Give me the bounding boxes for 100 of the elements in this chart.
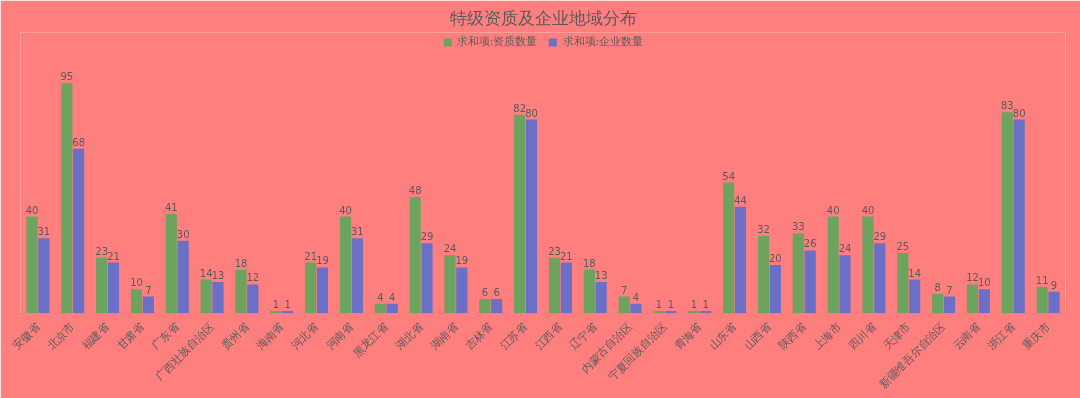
x-tick-label: 浙江省 <box>985 319 1018 353</box>
bar <box>874 243 886 314</box>
bar <box>618 296 630 314</box>
bar <box>909 279 921 314</box>
bar <box>177 240 189 314</box>
data-label: 44 <box>734 194 747 206</box>
bar <box>386 303 398 314</box>
x-tick-label: 山东省 <box>706 319 740 353</box>
data-label: 30 <box>176 228 190 240</box>
data-label: 13 <box>211 269 225 281</box>
bar <box>560 262 572 314</box>
data-label: 83 <box>1000 100 1014 112</box>
bar <box>1048 291 1060 314</box>
data-label: 18 <box>582 257 596 269</box>
data-label: 10 <box>977 277 991 289</box>
x-tick-label: 重庆市 <box>1020 319 1053 353</box>
bar <box>479 298 491 314</box>
data-label: 19 <box>316 255 329 267</box>
bar <box>1001 112 1013 314</box>
data-label: 20 <box>768 253 782 265</box>
data-label: 32 <box>757 223 770 235</box>
bar <box>839 255 851 314</box>
data-label: 14 <box>199 267 213 279</box>
data-label: 26 <box>803 238 817 250</box>
bar <box>595 281 607 314</box>
data-label: 48 <box>408 185 422 197</box>
data-label: 33 <box>791 221 805 233</box>
bar <box>96 257 108 314</box>
bar <box>583 269 595 314</box>
data-label: 54 <box>722 170 736 182</box>
data-label: 1 <box>272 299 280 311</box>
bar <box>966 284 979 314</box>
data-label: 40 <box>826 204 840 216</box>
data-label: 1 <box>690 299 698 311</box>
data-label: 9 <box>1050 279 1058 291</box>
chart-title: 特级资质及企业地域分布 <box>449 7 637 28</box>
bar <box>932 294 944 314</box>
data-label: 18 <box>234 257 248 269</box>
bar <box>444 255 456 314</box>
x-tick-label: 北京市 <box>44 319 78 353</box>
data-label: 8 <box>934 282 941 294</box>
bar <box>73 148 85 314</box>
bar <box>548 257 561 314</box>
data-label: 10 <box>130 277 143 289</box>
bar <box>409 197 421 314</box>
bar <box>525 119 538 314</box>
x-tick-label: 四川省 <box>845 319 879 353</box>
legend-label: 求和项:企业数量 <box>562 34 644 49</box>
data-label: 40 <box>339 204 352 216</box>
bar <box>456 267 468 314</box>
bar <box>200 279 212 314</box>
legend-label: 求和项:资质数量 <box>456 34 538 49</box>
data-label: 21 <box>107 250 120 262</box>
x-tick-label: 安徽省 <box>9 319 43 353</box>
bar <box>339 216 352 314</box>
data-label: 1 <box>655 299 663 311</box>
bar <box>1036 286 1048 314</box>
x-tick-label: 陕西省 <box>776 319 809 353</box>
bar <box>26 216 38 314</box>
x-tick-label: 上海市 <box>811 319 844 353</box>
data-label: 1 <box>702 299 709 311</box>
data-label: 21 <box>304 250 318 262</box>
data-label: 80 <box>1012 107 1026 119</box>
bar <box>61 83 73 314</box>
bar <box>247 284 259 314</box>
bar <box>723 182 735 314</box>
bar <box>142 296 154 314</box>
bar <box>316 267 329 314</box>
data-label: 6 <box>481 286 489 298</box>
bar <box>374 303 386 314</box>
data-label: 13 <box>594 269 608 281</box>
bar <box>804 250 816 314</box>
data-label: 14 <box>908 267 922 279</box>
bar <box>165 214 177 314</box>
data-label: 12 <box>246 272 260 284</box>
data-label: 41 <box>164 202 178 214</box>
bar <box>107 262 120 314</box>
bar <box>305 262 317 314</box>
bar <box>827 216 839 314</box>
data-label: 7 <box>620 284 628 296</box>
x-tick-label: 海南省 <box>253 319 287 353</box>
data-label: 23 <box>95 245 109 257</box>
x-tick-label: 云南省 <box>950 319 984 353</box>
data-label: 40 <box>25 204 39 216</box>
data-label: 7 <box>946 284 953 296</box>
data-label: 82 <box>513 102 527 114</box>
data-label: 29 <box>873 231 887 243</box>
data-label: 31 <box>37 226 51 238</box>
data-label: 24 <box>443 243 457 255</box>
x-tick-label: 山西省 <box>741 319 775 353</box>
data-label: 1 <box>667 299 675 311</box>
bar <box>734 206 747 314</box>
x-tick-label: 江苏省 <box>497 319 531 353</box>
x-tick-label: 江西省 <box>532 319 566 353</box>
data-label: 80 <box>525 107 538 119</box>
data-label: 23 <box>548 245 561 257</box>
bar <box>757 235 770 314</box>
bar <box>978 289 990 314</box>
data-label: 31 <box>350 226 364 238</box>
bar <box>351 238 363 314</box>
